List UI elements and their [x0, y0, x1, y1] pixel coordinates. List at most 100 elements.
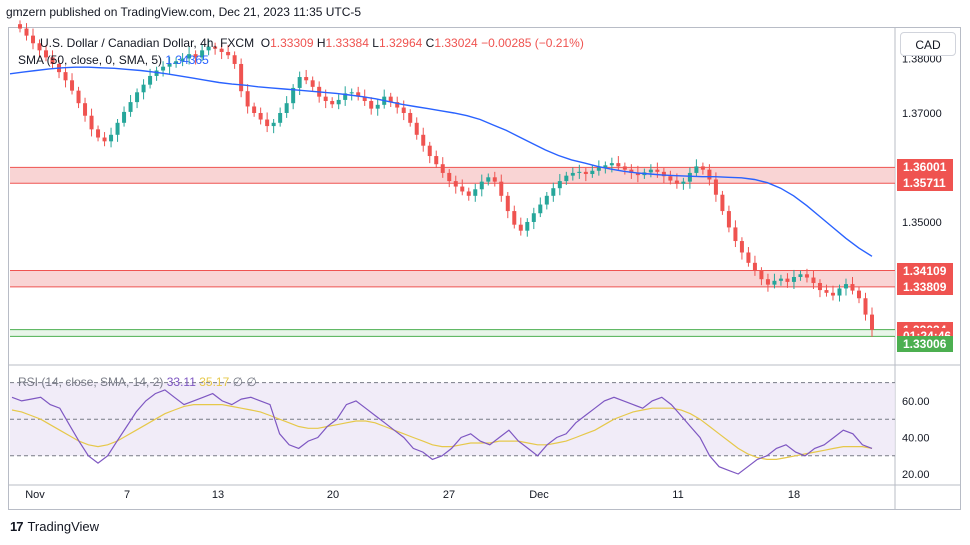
candle-body [135, 92, 140, 103]
open-value: 1.33309 [270, 36, 314, 50]
candle-body [817, 282, 822, 291]
candle-body [746, 252, 751, 263]
symbol-title[interactable]: U.S. Dollar / Canadian Dollar, 4h, FXCM [40, 36, 255, 50]
time-tick-label: Dec [529, 489, 549, 501]
candle-body [115, 122, 120, 135]
candle-body [616, 163, 621, 167]
candle-body [226, 51, 231, 56]
time-tick-label: 27 [443, 489, 455, 501]
rsi-legend[interactable]: RSI (14, close, SMA, 14, 2) 33.11 35.17 … [18, 375, 257, 389]
candle-body [44, 50, 49, 58]
resistance-zone [10, 167, 895, 184]
price-tick-label: 1.35000 [902, 217, 942, 229]
candle-body [863, 298, 868, 315]
currency-button[interactable]: CAD [900, 32, 956, 56]
price-tag: 1.35711 [897, 175, 953, 192]
candle-body [375, 104, 380, 109]
candle-body [603, 165, 608, 168]
candle-body [206, 46, 211, 51]
candle-body [122, 111, 127, 123]
candle-body [96, 129, 101, 138]
rsi-tick-label: 40.00 [902, 432, 930, 444]
candle-body [330, 101, 335, 105]
chart-frame [8, 27, 961, 510]
candle-body [252, 106, 257, 113]
candle-body [219, 48, 224, 52]
candle-body [187, 54, 192, 59]
candle-body [583, 171, 588, 175]
candle-body [635, 172, 640, 176]
rsi-value: 33.11 [166, 375, 196, 389]
candle-body [713, 179, 718, 195]
candle-body [349, 92, 354, 94]
candle-body [655, 169, 660, 172]
candle-body [76, 90, 81, 104]
open-label: O [260, 36, 271, 50]
candle-body [304, 77, 309, 81]
candle-body [609, 163, 614, 166]
candle-body [726, 211, 731, 228]
candle-body [622, 166, 627, 170]
candle-body [336, 99, 341, 105]
rsi-tick-label: 20.00 [902, 469, 930, 481]
candle-body [401, 107, 406, 113]
candle-body [297, 77, 302, 88]
candle-body [408, 112, 413, 123]
candle-body [694, 166, 699, 173]
candle-body [395, 102, 400, 108]
candle-body [531, 213, 536, 222]
candle-body [180, 58, 185, 62]
candle-body [765, 279, 770, 285]
candle-body [453, 181, 458, 187]
ohlc-legend: U.S. Dollar / Canadian Dollar, 4h, FXCM … [40, 36, 584, 50]
candle-body [271, 122, 276, 127]
candle-body [759, 271, 764, 280]
candle-body [791, 277, 796, 282]
candle-body [161, 66, 166, 71]
candle-body [804, 274, 809, 278]
candle-body [174, 61, 179, 64]
candle-body [63, 72, 68, 81]
price-tag: 1.34109 [897, 262, 953, 279]
candle-body [83, 103, 88, 116]
candle-body [479, 181, 484, 190]
brand-label: TradingView [27, 519, 100, 534]
candle-body [512, 211, 517, 225]
candle-body [538, 204, 543, 214]
candle-body [278, 112, 283, 123]
candle-body [668, 176, 673, 181]
candle-body [505, 195, 510, 212]
candle-body [681, 181, 686, 184]
candle-body [310, 80, 315, 87]
candle-body [843, 284, 848, 289]
time-tick-label: 18 [788, 489, 800, 501]
price-tag: 1.36001 [897, 159, 953, 176]
candle-body [577, 171, 582, 173]
change-value: −0.00285 (−0.21%) [481, 36, 584, 50]
candle-body [720, 194, 725, 212]
candle-body [18, 24, 22, 29]
candle-body [687, 172, 692, 182]
candle-body [752, 262, 757, 272]
candle-body [154, 70, 159, 76]
candle-body [434, 156, 439, 165]
candle-body [265, 119, 270, 127]
candle-body [492, 177, 497, 182]
candle-body [258, 112, 263, 120]
resistance-zone [10, 270, 895, 287]
sma-legend[interactable]: SMA (50, close, 0, SMA, 5) 1.34365 [18, 53, 209, 67]
candle-body [466, 191, 471, 196]
candle-body [24, 28, 29, 36]
time-tick-label: 11 [672, 489, 683, 501]
candle-body [700, 166, 705, 170]
candle-body [570, 172, 575, 176]
candle-body [674, 180, 679, 184]
price-tag: 1.33809 [897, 278, 953, 295]
candle-body [414, 122, 419, 135]
candle-body [551, 188, 556, 196]
candle-body [291, 87, 296, 104]
candle-body [245, 91, 250, 107]
sma-value: 1.34365 [165, 53, 209, 67]
candle-body [850, 284, 855, 291]
